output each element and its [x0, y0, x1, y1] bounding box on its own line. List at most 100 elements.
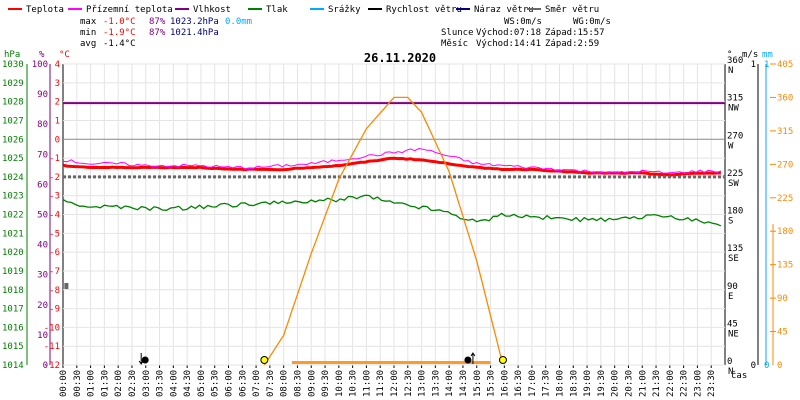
direction-tick-label: 0 — [727, 357, 732, 367]
x-tick-label: 14:00 — [445, 370, 455, 397]
humidity-tick-label: 40 — [37, 241, 48, 251]
pressure-tick-label: 1015 — [2, 342, 24, 352]
humidity-tick-label: 100 — [32, 60, 48, 70]
direction-axis-unit: ° — [727, 50, 732, 60]
temperature-line — [62, 156, 721, 177]
wind-axis-unit: m/s — [742, 50, 758, 60]
stat-max-label: max — [80, 17, 97, 27]
legend-label-4: Srážky — [328, 5, 361, 15]
x-tick-label: 22:00 — [666, 370, 676, 397]
legend-label-1: Přízemní teplota — [86, 5, 173, 15]
sun-rise: Východ:07:18 — [476, 28, 541, 38]
x-tick-label: 02:30 — [128, 370, 138, 397]
pressure-tick-label: 1014 — [2, 361, 24, 371]
sun-tick-label: 360 — [777, 93, 793, 103]
stat-min-temp: -1.9°C — [103, 28, 136, 38]
temperature-tick-label: -11 — [44, 342, 60, 352]
x-tick-label: 17:00 — [528, 370, 538, 397]
direction-compass-label: W — [728, 141, 734, 151]
pressure-tick-label: 1018 — [2, 286, 24, 296]
sun-tick-label: 405 — [777, 60, 793, 70]
x-tick-label: 00:00 — [59, 370, 69, 397]
direction-tick-label: 180 — [727, 207, 743, 217]
pressure-line — [62, 194, 722, 227]
temperature-tick-label: -7 — [49, 267, 60, 277]
sun-set: Západ:15:57 — [545, 28, 605, 38]
legend-label-0: Teplota — [26, 5, 64, 15]
stat-min-label: min — [80, 28, 96, 38]
chart-title: 26.11.2020 — [364, 51, 436, 65]
rain-axis-unit: mm — [762, 50, 773, 60]
legend-label-3: Tlak — [266, 5, 288, 15]
legend-label-5: Rychlost větru — [386, 5, 462, 15]
moon-set: Západ:2:59 — [545, 39, 599, 49]
legend-label-6: Náraz větru — [474, 5, 534, 15]
direction-compass-label: E — [728, 292, 733, 302]
x-tick-label: 05:00 — [197, 370, 207, 397]
x-tick-label: 00:30 — [73, 370, 83, 397]
sun-rise-marker — [260, 356, 269, 364]
x-tick-label: 04:30 — [183, 370, 193, 397]
moon-label: Měsíc — [441, 39, 468, 49]
humidity-axis-unit: % — [39, 50, 45, 60]
x-tick-label: 03:30 — [156, 370, 166, 397]
direction-tick-label: 270 — [727, 131, 743, 141]
temperature-tick-label: -2 — [49, 173, 60, 183]
x-tick-label: 19:30 — [597, 370, 607, 397]
wind-tick-label: 0 — [751, 361, 756, 371]
temperature-tick-label: -3 — [49, 192, 60, 202]
temperature-tick-label: -4 — [49, 211, 60, 221]
direction-compass-label: NE — [728, 329, 739, 339]
x-tick-label: 23:00 — [693, 370, 703, 397]
x-tick-label: 10:30 — [349, 370, 359, 397]
temperature-tick-label: -1 — [49, 154, 60, 164]
pressure-tick-label: 1025 — [2, 154, 24, 164]
sun-tick-label: 135 — [777, 261, 793, 271]
temperature-tick-label: 0 — [55, 135, 60, 145]
x-tick-label: 11:00 — [362, 370, 372, 397]
x-tick-label: 13:00 — [418, 370, 428, 397]
direction-compass-label: NW — [728, 104, 739, 114]
humidity-tick-label: 20 — [37, 301, 48, 311]
x-tick-label: 17:30 — [542, 370, 552, 397]
rain-tick-label: 1 — [764, 60, 769, 70]
sun-elevation-curve — [263, 96, 503, 366]
direction-compass-label: S — [728, 217, 733, 227]
wind-gust-info: WG:0m/s — [573, 17, 611, 27]
direction-compass-label: N — [728, 66, 733, 76]
pressure-tick-label: 1026 — [2, 135, 24, 145]
pressure-tick-label: 1030 — [2, 60, 24, 70]
stat-min-hum: 87% — [149, 28, 166, 38]
sun-tick-label: 45 — [777, 328, 788, 338]
pressure-tick-label: 1022 — [2, 211, 24, 221]
humidity-tick-label: 60 — [37, 180, 48, 190]
stat-avg-temp: -1.4°C — [103, 39, 136, 49]
temperature-tick-label: 3 — [55, 79, 60, 89]
pressure-tick-label: 1024 — [2, 173, 24, 183]
x-tick-label: 22:30 — [680, 370, 690, 397]
x-tick-label: 11:30 — [376, 370, 386, 397]
humidity-tick-label: 10 — [37, 331, 48, 341]
x-tick-label: 15:30 — [487, 370, 497, 397]
humidity-tick-label: 50 — [37, 211, 48, 221]
temperature-tick-label: 2 — [55, 98, 60, 108]
x-tick-label: 16:00 — [500, 370, 510, 397]
pressure-tick-label: 1017 — [2, 305, 24, 315]
x-tick-label: 12:00 — [390, 370, 400, 397]
sun-tick-label: 90 — [777, 294, 788, 304]
stat-min-press: 1021.4hPa — [170, 28, 219, 38]
direction-tick-label: 225 — [727, 169, 743, 179]
stat-avg-label: avg — [80, 39, 96, 49]
x-tick-label: 04:00 — [169, 370, 179, 397]
pressure-tick-label: 1023 — [2, 192, 24, 202]
x-tick-label: 20:30 — [624, 370, 634, 397]
sun-radiation-band — [291, 361, 491, 364]
temperature-tick-label: 1 — [55, 116, 60, 126]
pressure-tick-label: 1016 — [2, 323, 24, 333]
x-tick-label: 14:30 — [459, 370, 469, 397]
direction-compass-label: N — [728, 367, 733, 377]
pressure-tick-label: 1028 — [2, 98, 24, 108]
x-tick-label: 08:30 — [293, 370, 303, 397]
sun-tick-label: 225 — [777, 194, 793, 204]
